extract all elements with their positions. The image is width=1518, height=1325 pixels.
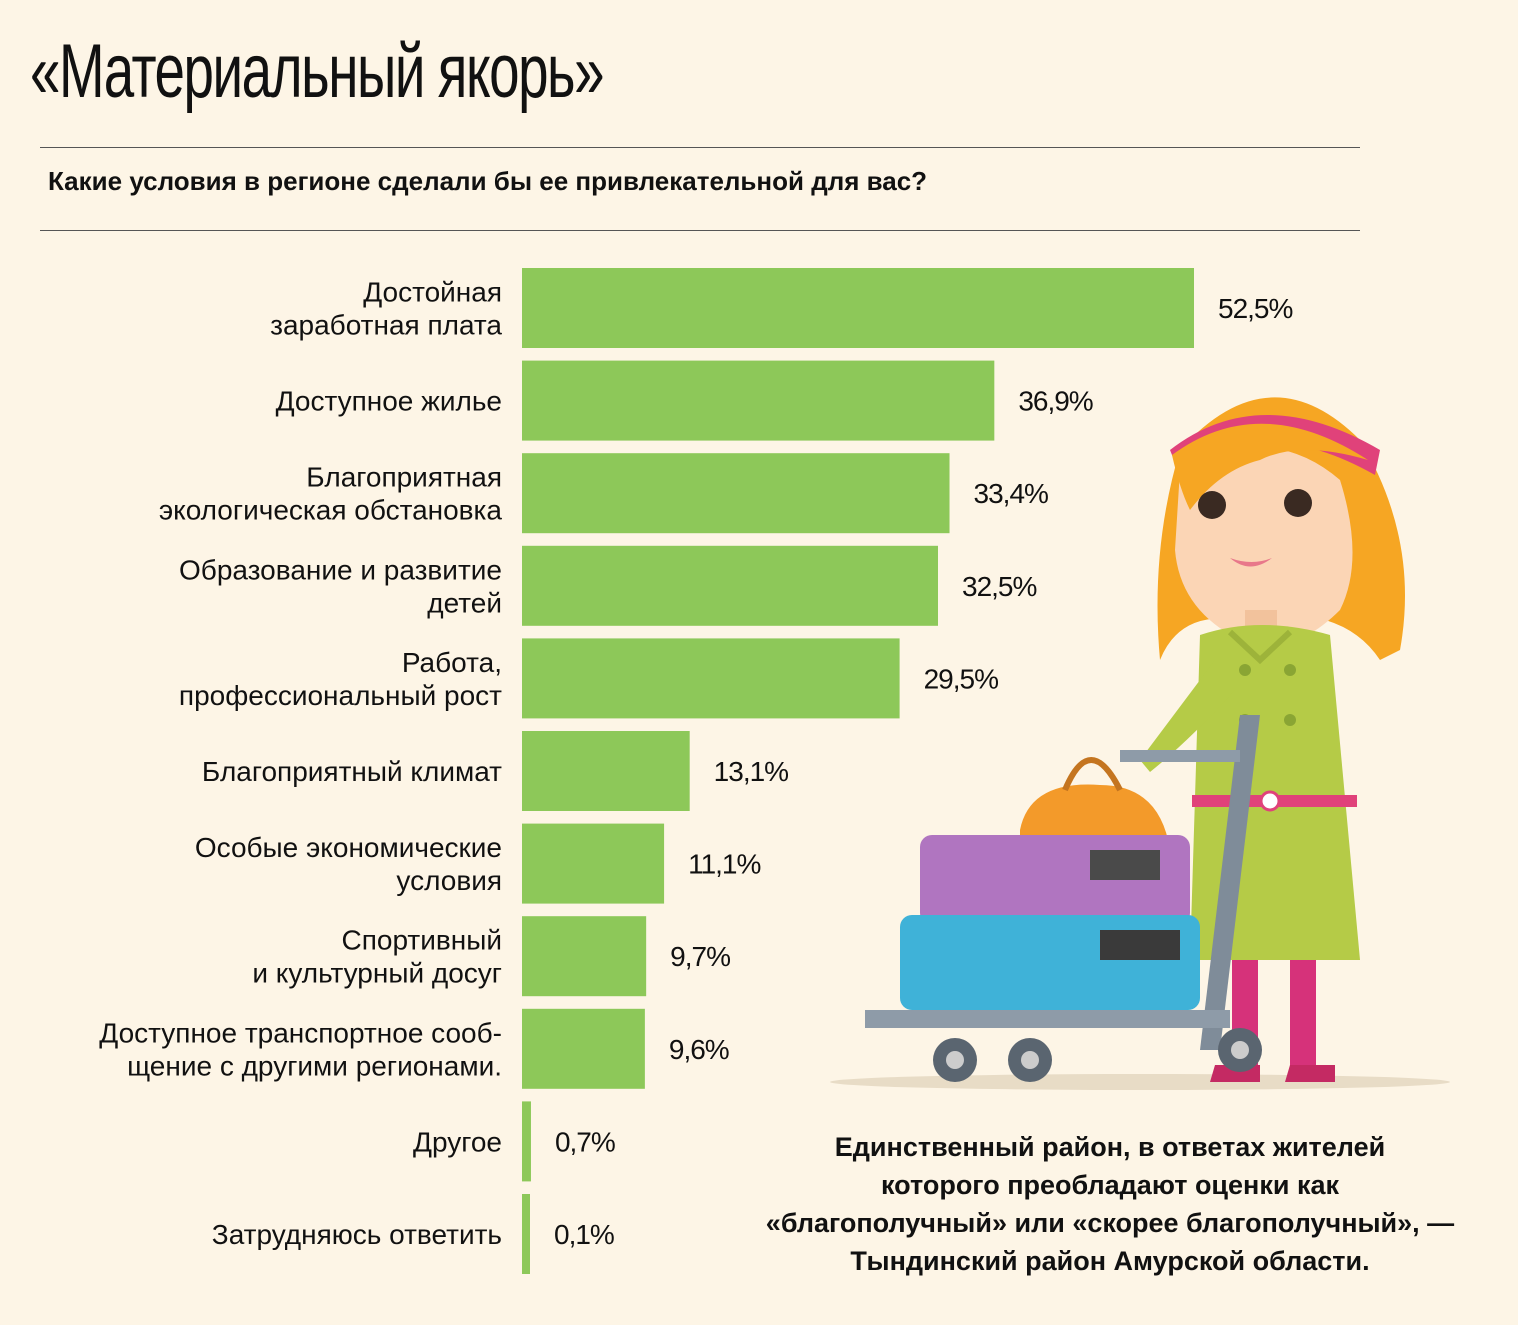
bar (522, 268, 1194, 348)
category-label: Достойная заработная плата (270, 277, 502, 341)
subtitle-divider (40, 230, 1360, 231)
bar (522, 1101, 531, 1182)
top-divider (40, 147, 1360, 148)
bar (522, 545, 938, 626)
category-label: Работа, профессиональный рост (179, 647, 502, 711)
value-label: 0,7% (555, 1126, 615, 1157)
category-label: Благоприятная экологическая обстановка (159, 462, 503, 526)
value-label: 52,5% (1218, 293, 1292, 324)
footnote-line: Тындинский район Амурской области. (850, 1246, 1370, 1276)
category-label: Другое (413, 1126, 502, 1157)
page-title: «Материальный якорь» (30, 29, 605, 114)
value-label: 0,1% (554, 1219, 614, 1250)
bar (522, 638, 900, 719)
bar (522, 916, 647, 997)
value-label: 32,5% (962, 571, 1036, 602)
footnote-line: Единственный район, в ответах жителей (834, 1132, 1386, 1162)
category-label: Затрудняюсь ответить (212, 1219, 502, 1250)
chart-subtitle: Какие условия в регионе сделали бы ее пр… (48, 166, 928, 196)
bar (522, 823, 665, 904)
bar (522, 1008, 645, 1089)
footnote-line: «благополучный» или «скорее благополучны… (765, 1208, 1455, 1238)
category-label: Доступное жилье (276, 386, 502, 417)
value-label: 36,9% (1018, 386, 1092, 417)
category-label: Спортивный и культурный досуг (252, 925, 502, 989)
category-label: Благоприятный климат (202, 756, 502, 787)
footnote-line: которого преобладают оценки как (880, 1170, 1340, 1200)
value-label: 33,4% (974, 478, 1048, 509)
category-label: Особые экономические условия (195, 832, 502, 896)
value-label: 13,1% (714, 756, 788, 787)
category-label: Образование и развитие детей (179, 554, 502, 618)
bar (522, 453, 950, 534)
bar (522, 731, 690, 811)
value-label: 9,6% (669, 1034, 729, 1065)
bar (522, 360, 995, 441)
woman-with-luggage-cart-icon (830, 397, 1450, 1090)
footnote: Единственный район, в ответах жителей ко… (700, 1128, 1518, 1280)
category-label: Доступное транспортное сооб-щение с друг… (99, 1017, 502, 1081)
value-label: 29,5% (924, 663, 998, 694)
value-label: 9,7% (670, 941, 730, 972)
bar (522, 1194, 530, 1274)
value-label: 11,1% (688, 849, 760, 880)
